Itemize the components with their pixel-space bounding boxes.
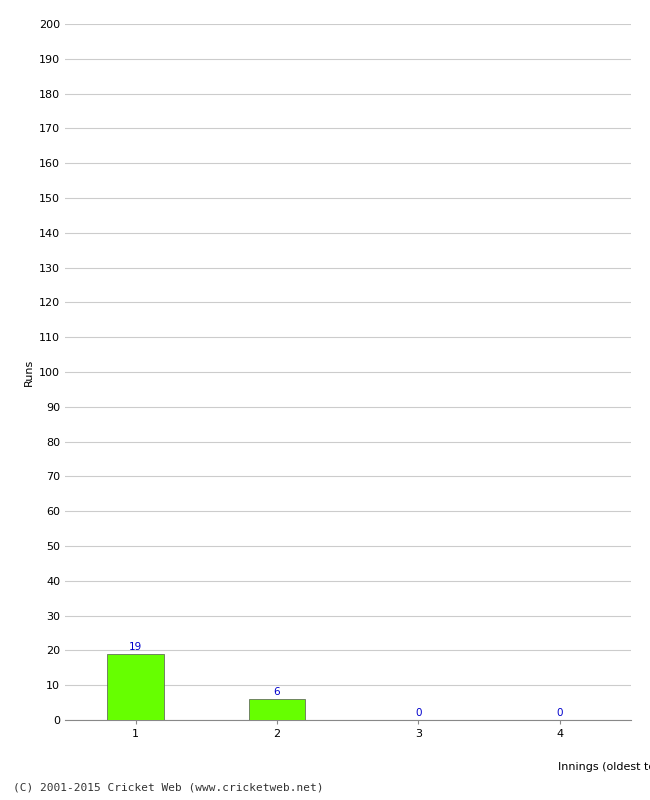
Y-axis label: Runs: Runs	[23, 358, 33, 386]
Text: 0: 0	[556, 708, 563, 718]
Text: 0: 0	[415, 708, 422, 718]
Text: 19: 19	[129, 642, 142, 652]
Bar	[249, 699, 306, 720]
X-axis label: Innings (oldest to newest): Innings (oldest to newest)	[558, 762, 650, 772]
Bar	[107, 654, 164, 720]
Text: 6: 6	[274, 687, 280, 698]
Text: (C) 2001-2015 Cricket Web (www.cricketweb.net): (C) 2001-2015 Cricket Web (www.cricketwe…	[13, 782, 324, 792]
